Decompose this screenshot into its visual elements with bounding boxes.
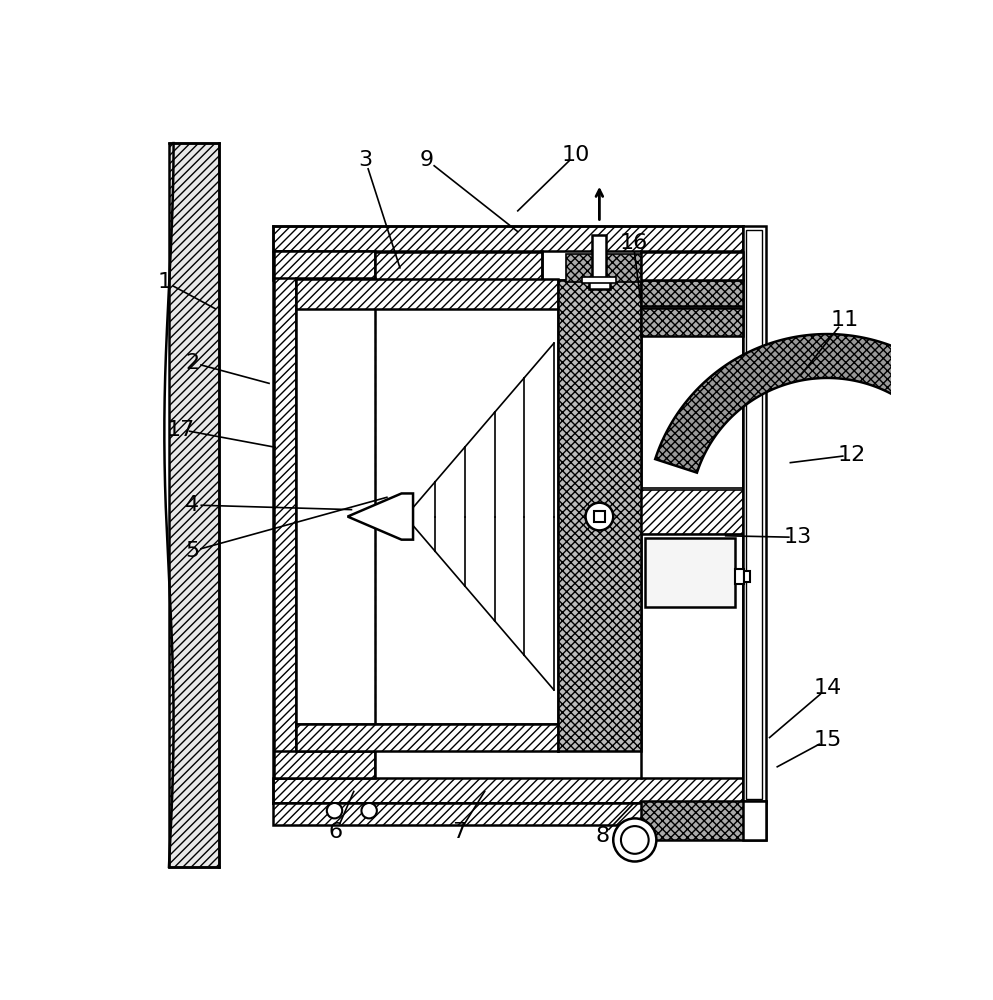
- Bar: [640, 490, 743, 534]
- Bar: [296, 279, 558, 309]
- Bar: [743, 226, 766, 803]
- Bar: [743, 801, 766, 840]
- Bar: [747, 230, 762, 799]
- Bar: [169, 143, 219, 867]
- Text: 16: 16: [620, 233, 647, 253]
- Text: 11: 11: [830, 310, 858, 330]
- Bar: [297, 279, 373, 751]
- Text: 3: 3: [358, 150, 372, 170]
- Bar: [744, 571, 751, 582]
- Bar: [644, 538, 735, 607]
- Bar: [274, 251, 374, 278]
- Bar: [593, 235, 607, 280]
- Text: 13: 13: [783, 527, 812, 547]
- Circle shape: [621, 826, 648, 854]
- Circle shape: [586, 503, 614, 530]
- Polygon shape: [655, 334, 993, 473]
- Bar: [735, 569, 744, 584]
- Bar: [273, 778, 743, 803]
- Circle shape: [614, 818, 656, 862]
- Bar: [274, 251, 296, 778]
- Text: 9: 9: [420, 150, 434, 170]
- Text: 2: 2: [185, 353, 200, 373]
- Circle shape: [361, 803, 377, 818]
- Bar: [640, 252, 743, 280]
- Text: 14: 14: [813, 678, 841, 698]
- Text: 7: 7: [452, 822, 467, 842]
- Text: 6: 6: [329, 822, 344, 842]
- Text: 17: 17: [167, 420, 195, 440]
- Bar: [558, 280, 640, 751]
- Text: 15: 15: [813, 730, 841, 750]
- Bar: [565, 254, 640, 282]
- Polygon shape: [348, 493, 413, 540]
- Text: 4: 4: [185, 495, 200, 515]
- Bar: [640, 308, 743, 336]
- Bar: [583, 277, 617, 283]
- Bar: [273, 226, 743, 251]
- Text: 12: 12: [838, 445, 866, 465]
- Bar: [589, 279, 610, 289]
- Bar: [273, 252, 542, 280]
- Bar: [542, 280, 720, 305]
- Bar: [273, 803, 650, 825]
- Bar: [296, 724, 558, 751]
- Text: 1: 1: [158, 272, 172, 292]
- Bar: [640, 801, 766, 840]
- Bar: [274, 751, 374, 778]
- Text: 8: 8: [596, 826, 610, 846]
- Bar: [640, 280, 743, 306]
- Text: 5: 5: [185, 541, 200, 561]
- Bar: [594, 511, 605, 522]
- Text: 10: 10: [561, 145, 590, 165]
- Circle shape: [327, 803, 343, 818]
